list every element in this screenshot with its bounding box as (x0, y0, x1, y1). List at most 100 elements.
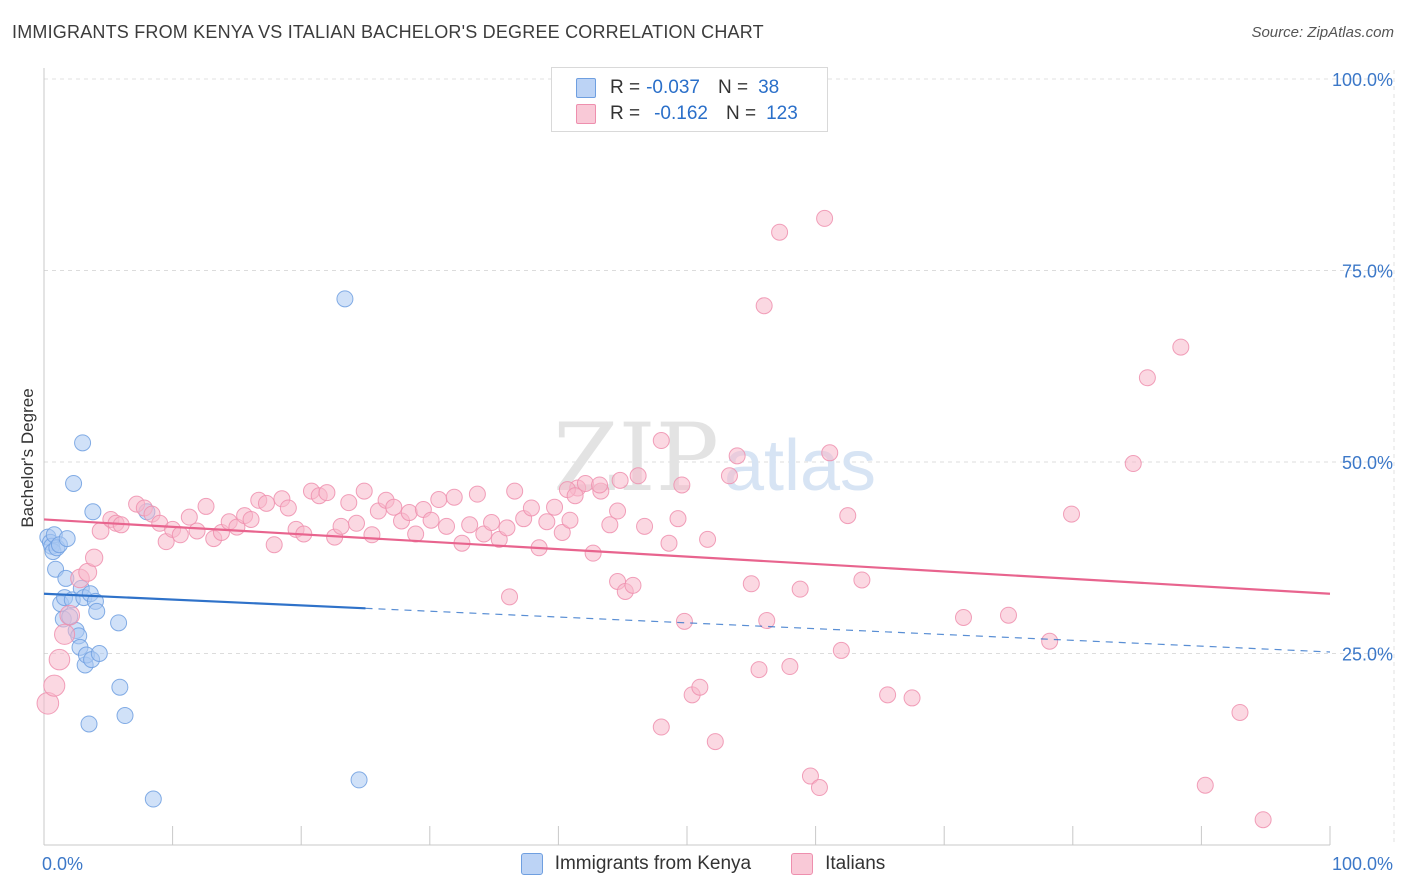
point-italian-66 (538, 513, 556, 531)
point-kenya-12 (58, 530, 76, 548)
point-italian-64 (522, 499, 540, 517)
trend-line-kenya (43, 592, 366, 610)
point-kenya-36 (336, 290, 354, 308)
series-legend-kenya[interactable]: Immigrants from Kenya (520, 853, 752, 875)
legend-r-value: -0.037 (646, 77, 700, 98)
point-italian-78 (629, 467, 647, 485)
legend-swatch-italians (576, 104, 596, 124)
point-italian-77 (566, 487, 584, 505)
series-swatch-kenya (520, 853, 543, 875)
point-italian-72 (584, 544, 602, 562)
point-italian-43 (363, 526, 381, 544)
point-italian-68 (553, 523, 571, 541)
legend-r-value: -0.162 (654, 103, 708, 124)
trend-line-kenya-extension (365, 607, 1331, 653)
point-italian-81 (652, 432, 670, 450)
point-italian-92 (706, 733, 724, 751)
point-italian-117 (1063, 505, 1081, 523)
data-points (36, 209, 1272, 829)
point-kenya-29 (88, 602, 106, 620)
point-italian-111 (853, 571, 871, 589)
x-tick-label-min: 0.0% (42, 854, 83, 874)
point-italian-30 (265, 536, 283, 554)
point-italian-21 (197, 497, 215, 515)
point-italian-42 (355, 482, 373, 500)
point-italian-112 (879, 686, 897, 704)
point-italian-93 (720, 467, 738, 485)
y-tick-label: 100.0% (1332, 70, 1393, 90)
point-italian-39 (332, 517, 350, 535)
point-italian-101 (771, 223, 789, 241)
y-tick-label: 25.0% (1342, 645, 1393, 665)
point-italian-108 (821, 444, 839, 462)
point-italian-120 (1172, 338, 1190, 356)
point-italian-110 (839, 507, 857, 525)
point-kenya-24 (80, 715, 98, 733)
point-italian-19 (180, 508, 198, 526)
point-italian-1 (43, 674, 66, 697)
point-italian-85 (624, 576, 642, 594)
legend-r-label: R = (610, 77, 641, 98)
point-italian-3 (54, 623, 76, 645)
point-italian-2 (48, 648, 71, 671)
point-italian-32 (279, 499, 297, 517)
point-kenya-20 (74, 434, 92, 452)
series-swatch-italians (791, 853, 814, 875)
legend-n-value: 123 (766, 103, 798, 124)
point-italian-119 (1138, 369, 1156, 387)
point-italian-61 (498, 519, 516, 537)
point-italian-54 (445, 488, 463, 506)
point-italian-113 (903, 689, 921, 707)
legend-row-kenya: R = -0.037 N = 38 (576, 76, 779, 100)
point-italian-91 (652, 718, 670, 736)
point-italian-59 (483, 514, 501, 532)
trend-lines (43, 518, 1331, 653)
point-italian-122 (1231, 703, 1249, 721)
legend-r-label: R = (610, 103, 641, 124)
point-italian-20 (188, 522, 206, 540)
legend-n-label: N = (725, 103, 757, 124)
axes (43, 68, 1331, 846)
point-italian-116 (1041, 632, 1059, 650)
point-italian-86 (669, 510, 687, 528)
point-italian-103 (781, 658, 799, 676)
point-italian-69 (561, 511, 579, 529)
point-italian-105 (801, 767, 819, 785)
point-italian-27 (242, 510, 260, 528)
point-italian-80 (591, 476, 609, 494)
tick-labels: 25.0% 50.0% 75.0% 100.0% 0.0% 100.0% (42, 70, 1393, 874)
x-tick-label-max: 100.0% (1332, 854, 1393, 874)
point-italian-104 (791, 580, 809, 598)
point-italian-102 (755, 297, 773, 315)
point-italian-41 (347, 514, 365, 532)
legend-row-italians: R = -0.162 N = 123 (576, 102, 798, 126)
series-legend-italians[interactable]: Italians (791, 853, 885, 875)
trend-line-italians (43, 518, 1331, 595)
legend-n-label: N = (717, 77, 749, 98)
point-italian-29 (257, 494, 275, 512)
point-italian-4 (59, 604, 81, 626)
point-italian-89 (691, 678, 709, 696)
point-italian-79 (636, 517, 654, 535)
point-italian-48 (400, 504, 418, 522)
point-italian-100 (758, 612, 776, 630)
point-italian-94 (728, 447, 746, 465)
point-italian-98 (742, 575, 760, 593)
watermark-atlas: atlas (724, 426, 876, 506)
point-kenya-31 (110, 614, 128, 632)
point-kenya-33 (116, 707, 134, 725)
point-italian-82 (660, 534, 678, 552)
point-italian-90 (699, 530, 717, 548)
point-italian-107 (816, 209, 834, 227)
point-italian-57 (468, 485, 486, 503)
y-tick-label: 50.0% (1342, 453, 1393, 473)
point-italian-67 (546, 498, 564, 516)
series-name-kenya: Immigrants from Kenya (554, 853, 752, 874)
point-italian-106 (810, 779, 828, 797)
point-italian-109 (832, 641, 850, 659)
series-legend: Immigrants from Kenya Italians (0, 852, 1406, 876)
y-tick-label: 75.0% (1342, 262, 1393, 282)
point-kenya-15 (65, 474, 83, 492)
chart-title: IMMIGRANTS FROM KENYA VS ITALIAN BACHELO… (12, 22, 764, 42)
